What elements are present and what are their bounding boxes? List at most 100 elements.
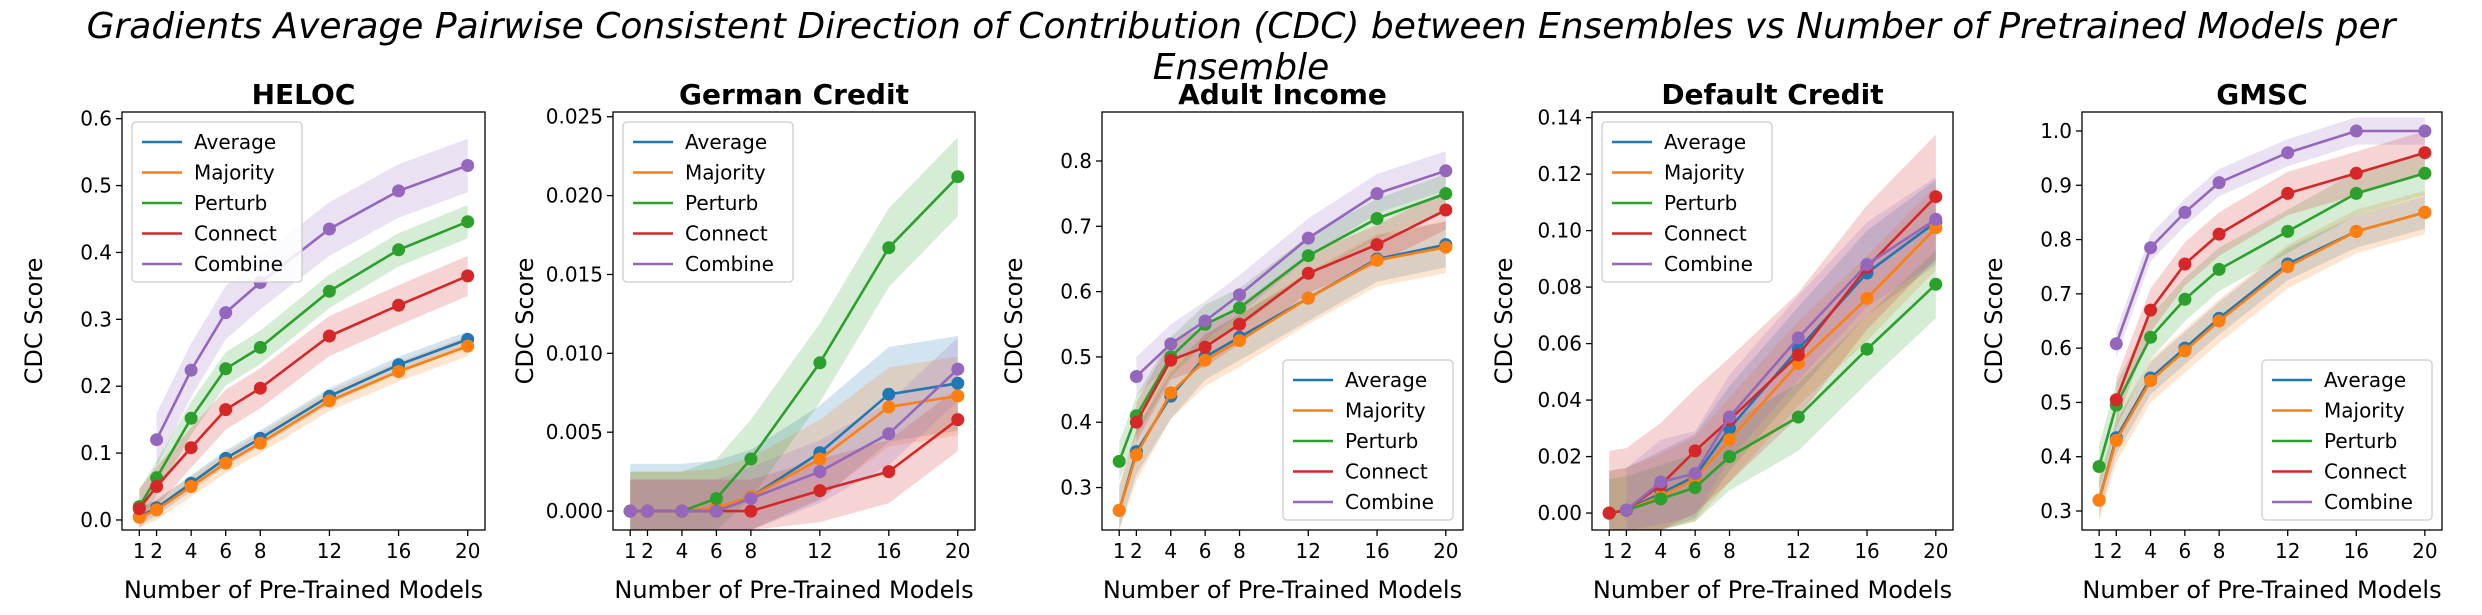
legend: Average Majority Perturb Connect Combine <box>131 121 303 283</box>
y-tick-label: 0.8 <box>1060 149 1092 173</box>
legend-label-connect: Connect <box>1664 222 1747 246</box>
band-combine <box>156 138 468 467</box>
marker-connect <box>882 465 896 479</box>
x-tick-label: 8 <box>745 539 758 563</box>
x-axis-label: Number of Pre-Trained Models <box>1593 576 1952 604</box>
legend-label-combine: Combine <box>1664 252 1753 276</box>
marker-majority <box>882 400 896 414</box>
legend-label-combine: Combine <box>194 252 283 276</box>
legend: Average Majority Perturb Connect Combine <box>622 121 794 283</box>
y-tick-label: 1.0 <box>2040 119 2072 143</box>
marker-majority <box>1164 386 1178 400</box>
marker-majority <box>1439 240 1453 254</box>
marker-perturb <box>1791 410 1805 424</box>
x-tick-label: 16 <box>2344 539 2369 563</box>
band-combine <box>2116 117 2425 358</box>
axes-frame <box>1101 111 1464 531</box>
chart-title: HELOC <box>252 78 356 111</box>
x-tick-label: 4 <box>1654 539 1667 563</box>
x-tick-label: 1 <box>1603 539 1616 563</box>
x-tick-label: 1 <box>1113 539 1126 563</box>
x-tick-label: 20 <box>945 539 970 563</box>
x-tick-label: 16 <box>876 539 901 563</box>
y-axis-label: CDC Score <box>1980 258 2008 385</box>
x-tick-label: 6 <box>1199 539 1212 563</box>
x-tick-label: 2 <box>150 539 163 563</box>
y-axis-label: CDC Score <box>1490 258 1518 385</box>
x-axis-label: Number of Pre-Trained Models <box>2082 576 2441 604</box>
marker-perturb <box>2178 292 2192 306</box>
marker-majority <box>951 389 965 403</box>
legend-label-perturb: Perturb <box>1345 429 1418 453</box>
marker-majority <box>1233 334 1246 348</box>
band-perturb <box>1609 250 1936 530</box>
band-combine <box>1136 151 1446 397</box>
marker-perturb <box>461 215 475 229</box>
marker-combine <box>1619 503 1633 517</box>
marker-perturb <box>1301 249 1315 263</box>
band-connect <box>1136 190 1446 442</box>
marker-perturb <box>744 452 758 466</box>
marker-combine <box>1654 475 1668 489</box>
marker-combine <box>1439 164 1453 178</box>
legend-label-perturb: Perturb <box>1664 191 1737 215</box>
marker-combine <box>2212 176 2226 190</box>
x-tick-label: 6 <box>710 539 723 563</box>
y-tick-label: 0.4 <box>2040 445 2072 469</box>
x-tick-label: 20 <box>455 539 480 563</box>
marker-majority <box>2212 314 2226 328</box>
y-tick-label: 0.1 <box>80 441 112 465</box>
band-majority <box>2099 190 2425 522</box>
y-tick-label: 0.0 <box>80 508 112 532</box>
legend-label-connect: Connect <box>685 222 768 246</box>
marker-combine <box>1929 212 1943 226</box>
marker-majority <box>392 365 406 378</box>
y-tick-label: 0.7 <box>1060 214 1092 238</box>
legend-label-connect: Connect <box>2324 460 2407 484</box>
marker-connect <box>2418 146 2432 160</box>
band-connect <box>2116 131 2425 422</box>
axes-frame <box>612 111 976 531</box>
y-tick-label: 0.025 <box>546 105 603 129</box>
legend: Average Majority Perturb Connect Combine <box>2261 359 2433 521</box>
marker-combine <box>1233 288 1246 302</box>
x-tick-label: 2 <box>1620 539 1633 563</box>
axes-frame <box>2081 111 2443 531</box>
marker-majority <box>253 436 267 450</box>
marker-connect <box>1688 444 1702 458</box>
chart-title: Default Credit <box>1661 78 1883 111</box>
marker-majority <box>1198 353 1212 367</box>
x-tick-label: 20 <box>2412 539 2437 563</box>
marker-majority <box>2418 205 2432 219</box>
y-tick-label: 0.06 <box>1537 332 1582 356</box>
marker-combine <box>2349 124 2363 138</box>
band-perturb <box>139 205 468 524</box>
marker-perturb <box>1233 301 1246 315</box>
x-axis-label: Number of Pre-Trained Models <box>124 576 483 604</box>
legend: Average Majority Perturb Connect Combine <box>1282 359 1454 521</box>
band-connect <box>139 255 468 529</box>
marker-combine <box>150 433 164 447</box>
line-majority <box>1117 245 1447 511</box>
marker-connect <box>1164 353 1178 367</box>
marker-combine <box>392 184 406 198</box>
chart-title: GMSC <box>2216 78 2308 111</box>
marker-combine <box>709 504 723 518</box>
band-connect <box>1609 134 1936 530</box>
legend-label-average: Average <box>194 130 276 154</box>
y-tick-label: 0.3 <box>1060 476 1092 500</box>
marker-connect <box>744 504 758 518</box>
legend-label-majority: Majority <box>685 161 766 185</box>
band-combine <box>630 337 958 530</box>
marker-combine <box>322 222 336 236</box>
marker-combine <box>184 363 198 377</box>
legend-label-majority: Majority <box>1664 161 1745 185</box>
marker-perturb <box>184 411 198 425</box>
band-majority <box>139 336 468 528</box>
marker-majority <box>2109 433 2123 447</box>
x-tick-label: 2 <box>1130 539 1143 563</box>
marker-combine <box>813 465 827 479</box>
